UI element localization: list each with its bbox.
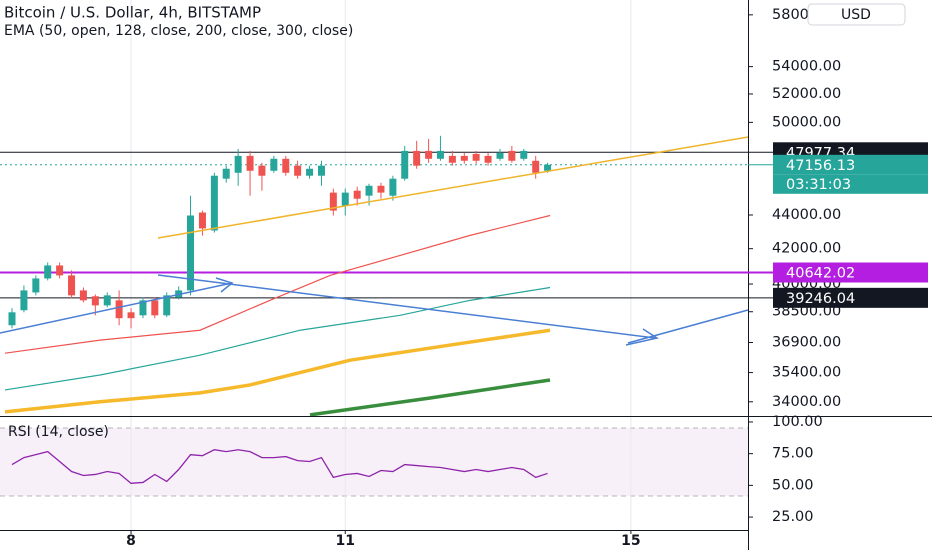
candle-body	[508, 150, 516, 161]
price-label: 47156.13	[786, 158, 855, 174]
countdown-box	[773, 174, 928, 194]
candle-body	[329, 192, 337, 211]
price-label-box	[773, 154, 928, 175]
arrow-line	[157, 274, 656, 339]
arrow-line	[0, 282, 233, 334]
candle-body	[115, 300, 123, 319]
ema-line	[309, 378, 551, 417]
candle-body	[389, 178, 397, 196]
candle-body	[532, 160, 540, 173]
candle-body	[198, 212, 206, 229]
candle-body	[544, 164, 552, 171]
y-tick-label: 42000.00	[772, 241, 841, 257]
candle-body	[448, 155, 456, 163]
arrow-head	[625, 328, 659, 346]
rsi-line	[11, 449, 548, 485]
price-label-box	[773, 262, 928, 283]
price-label: 39246.04	[786, 291, 855, 307]
candle-body	[222, 168, 230, 179]
candle-body	[425, 150, 433, 159]
candle-body	[353, 190, 361, 199]
marks-layer	[4, 135, 552, 485]
candle-body	[79, 290, 87, 301]
rsi-title: RSI (14, close)	[8, 424, 109, 440]
y-tick-label: 35400.00	[772, 365, 841, 381]
candle-body	[44, 265, 52, 279]
candle-body	[234, 155, 242, 173]
candle-body	[460, 155, 468, 161]
candle-body	[436, 150, 444, 159]
chart-title: Bitcoin / U.S. Dollar, 4h, BITSTAMP	[4, 4, 261, 22]
y-tick-label: 50000.00	[772, 114, 841, 130]
candle-body	[103, 295, 111, 306]
candle-body	[32, 278, 40, 293]
chart-subtitle: EMA (50, open, 128, close, 200, close, 3…	[4, 23, 353, 39]
x-tick-label: 11	[336, 533, 355, 549]
candle-body	[520, 150, 528, 159]
grid-layer	[0, 0, 748, 530]
candle-body	[139, 300, 147, 316]
candle-body	[341, 192, 349, 206]
candle-body	[496, 152, 504, 159]
candle-body	[56, 265, 64, 276]
y-tick-label: 44000.00	[772, 207, 841, 223]
candle-body	[210, 175, 218, 231]
ema-line	[4, 286, 551, 391]
countdown: 03:31:03	[786, 177, 851, 193]
candle-body	[91, 296, 99, 306]
arrow-line	[627, 309, 749, 344]
candle-body	[258, 165, 266, 176]
candle-body	[282, 158, 290, 173]
price-label-box	[773, 287, 928, 308]
ema-line	[4, 328, 551, 414]
trend-line	[157, 136, 749, 239]
price-label: 40642.02	[786, 266, 855, 282]
currency-label[interactable]: USD	[841, 7, 871, 23]
candle-body	[163, 295, 171, 316]
y-tick-label: 52000.00	[772, 86, 841, 102]
y-tick-label: 54000.00	[772, 59, 841, 75]
candle-body	[377, 185, 385, 193]
candle-body	[317, 165, 325, 176]
axis-layer: 58000.0054000.0052000.0050000.0044000.00…	[126, 7, 928, 549]
drawings	[0, 136, 749, 346]
candle-body	[187, 215, 195, 291]
rsi-band	[0, 428, 748, 496]
y-tick-label: 100.00	[772, 414, 823, 430]
candle-body	[246, 155, 254, 171]
candle-body	[270, 158, 278, 171]
candle-body	[306, 168, 314, 176]
candle-body	[294, 165, 302, 176]
y-tick-label: 25.00	[772, 509, 814, 525]
currency-button[interactable]	[807, 3, 906, 26]
time-axis	[0, 531, 748, 550]
candle-body	[127, 312, 135, 319]
y-tick-label: 50.00	[772, 477, 814, 493]
candle-body	[151, 300, 159, 316]
ema-line	[4, 214, 551, 354]
arrow-head	[215, 277, 234, 293]
y-tick-label: 75.00	[772, 446, 814, 462]
candle-body	[20, 290, 28, 311]
candle-body	[365, 185, 373, 196]
candle-body	[484, 155, 492, 163]
candle-body	[472, 153, 480, 161]
candle-body	[401, 150, 409, 179]
candle-body	[8, 312, 16, 326]
x-tick-label: 15	[621, 533, 640, 549]
candle-body	[68, 275, 76, 296]
candle-body	[413, 150, 421, 166]
y-tick-label: 34000.00	[772, 394, 841, 410]
x-tick-label: 8	[126, 533, 136, 549]
y-tick-label: 36900.00	[772, 334, 841, 350]
